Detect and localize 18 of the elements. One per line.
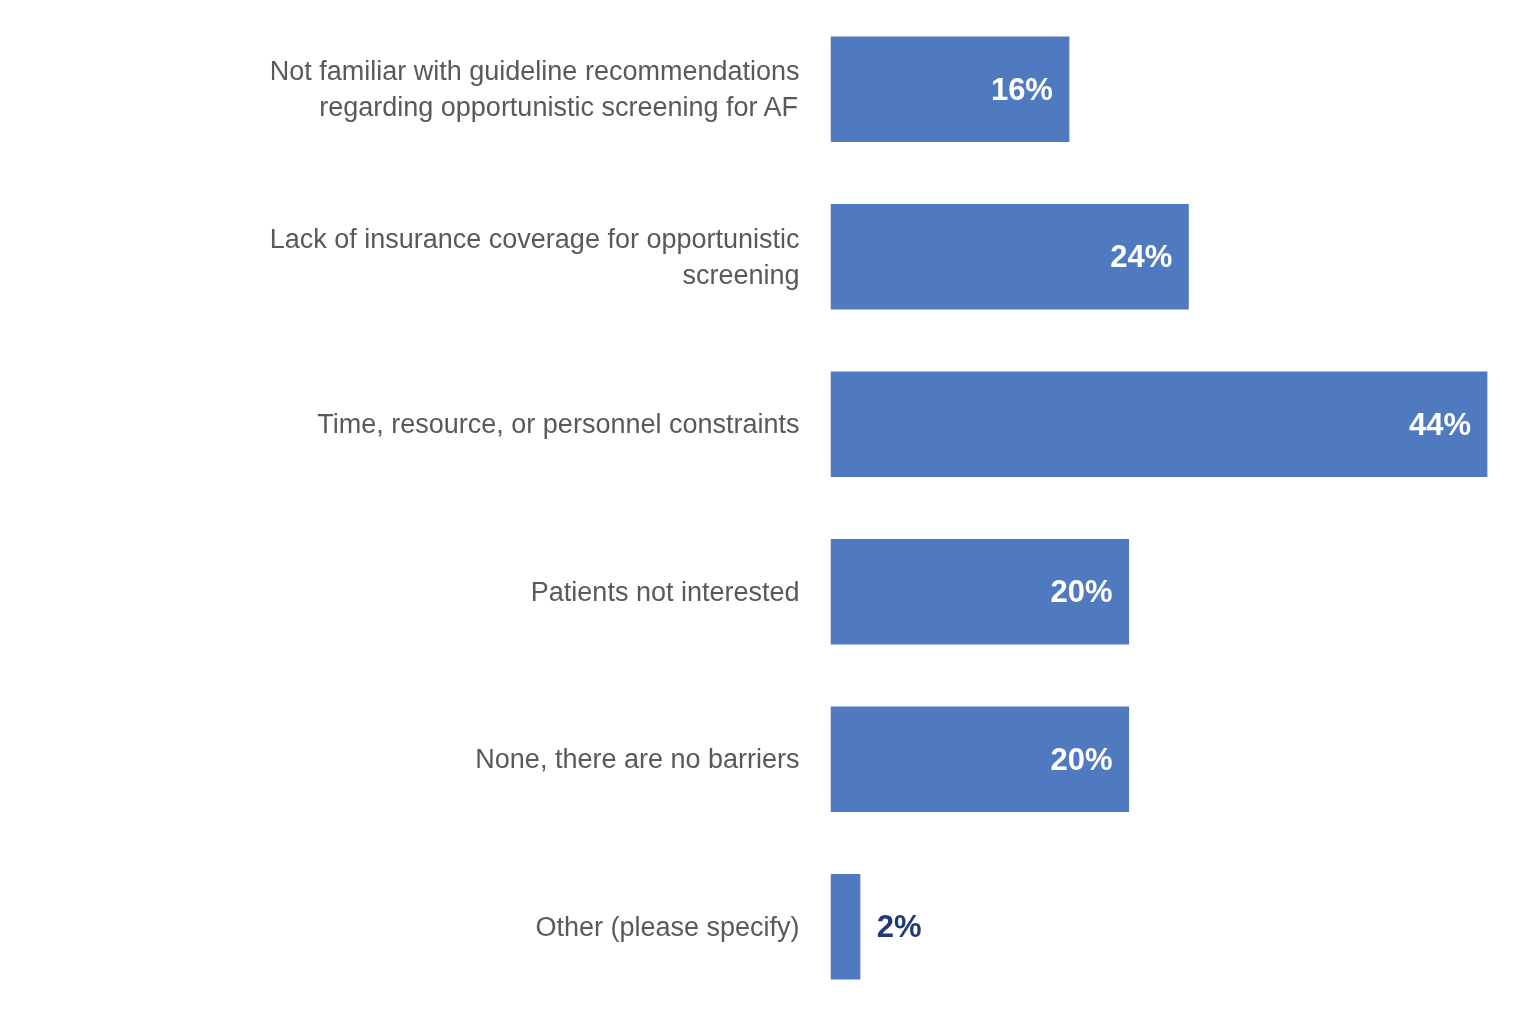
- data-label: 44%: [1408, 406, 1471, 442]
- y-tick-label: Time, resource, or personnel constraints: [317, 409, 800, 440]
- data-label: 20%: [1050, 741, 1113, 777]
- y-tick-label: Not familiar with guideline recommendations regarding opportunistic screening for AF: [269, 56, 800, 123]
- data-label: 16%: [990, 71, 1053, 107]
- data-label: 2%: [876, 909, 922, 945]
- bar: [830, 873, 861, 980]
- bar: [830, 36, 1070, 143]
- y-tick-label: None, there are no barriers: [475, 744, 800, 775]
- bar: [830, 203, 1189, 310]
- y-tick-label: Patients not interested: [530, 576, 800, 607]
- bar: [830, 706, 1130, 813]
- y-tick-label: Other (please specify): [535, 911, 800, 942]
- bar: [830, 371, 1488, 478]
- bar: [830, 538, 1130, 645]
- data-label: 20%: [1050, 574, 1113, 610]
- y-tick-label: Lack of insurance coverage for opportunistic screening: [269, 223, 800, 290]
- data-label: 24%: [1110, 239, 1173, 275]
